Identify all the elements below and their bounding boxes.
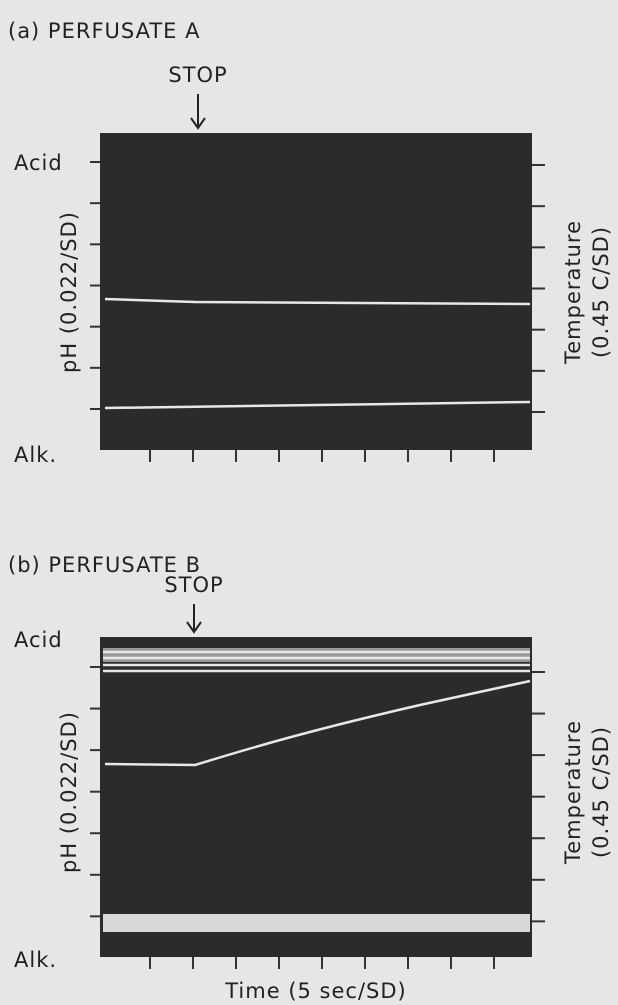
- acid-label: Acid: [14, 151, 63, 175]
- temperature-traces: [103, 650, 530, 673]
- ticks: [90, 161, 545, 462]
- temperature-trace: [104, 400, 531, 410]
- right-axis-label: (0.45 C/SD): [589, 226, 613, 358]
- right-axis-label: Temperature: [561, 220, 585, 365]
- left-axis-label: pH (0.022/SD): [57, 711, 81, 873]
- alk-label: Alk.: [14, 443, 57, 467]
- right-axis-label: (0.45 C/SD): [589, 726, 613, 858]
- panel-title: (b) PERFUSATE B: [8, 553, 201, 577]
- ph-trace: [104, 297, 531, 306]
- alk-label: Alk.: [14, 948, 57, 972]
- stop-label: STOP: [168, 63, 227, 87]
- acid-label: Acid: [14, 628, 63, 652]
- baseline-band: [103, 914, 530, 932]
- screen: [100, 133, 532, 450]
- panel-title: (a) PERFUSATE A: [8, 19, 201, 43]
- left-axis-label: pH (0.022/SD): [57, 211, 81, 373]
- ph-trace: [104, 679, 531, 767]
- ticks: [90, 666, 545, 969]
- stop-label: STOP: [164, 573, 223, 597]
- temperature-band: [103, 648, 530, 662]
- right-axis-label: Temperature: [561, 720, 585, 865]
- x-axis-label: Time (5 sec/SD): [224, 979, 406, 1003]
- screen: [100, 637, 532, 957]
- stop-arrow: [186, 604, 202, 634]
- stop-arrow: [190, 94, 206, 130]
